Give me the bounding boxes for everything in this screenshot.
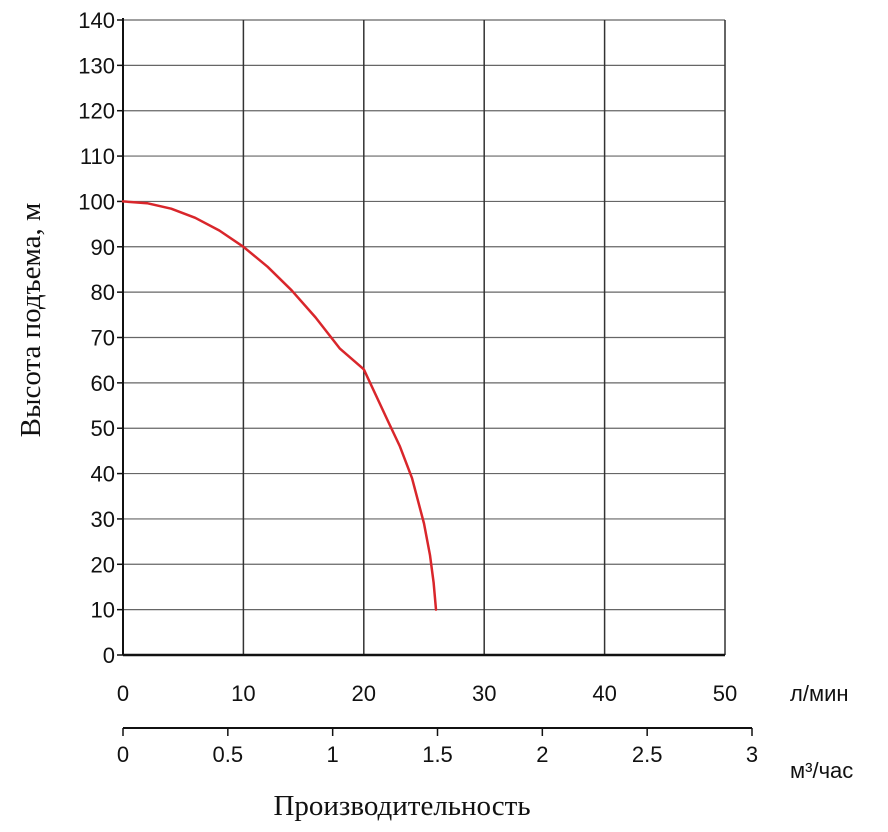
y-tick-label: 80 — [91, 280, 115, 305]
series-point — [290, 289, 293, 292]
series-point — [387, 420, 389, 422]
x-tick-labels: 0 10 20 30 40 50 — [117, 681, 737, 706]
series-point — [194, 216, 197, 219]
series-point — [399, 445, 401, 448]
secondary-tick-label: 2.5 — [632, 742, 663, 767]
y-tick-label: 10 — [91, 598, 115, 623]
y-tick-label: 30 — [91, 507, 115, 532]
grid-lines — [122, 19, 726, 656]
y-tick-label: 110 — [80, 144, 115, 169]
y-tick-label: 60 — [91, 371, 115, 396]
y-tick-label: 40 — [91, 462, 115, 487]
y-tick-label: 140 — [78, 8, 115, 33]
y-tick-label: 70 — [91, 326, 115, 351]
x-tick-label: 20 — [352, 681, 376, 706]
x-tick-label: 50 — [713, 681, 737, 706]
secondary-tick-label: 3 — [746, 742, 758, 767]
secondary-tick-label: 1.5 — [422, 742, 453, 767]
y-axis-title: Высота подъема, м — [15, 203, 47, 438]
y-tick-label: 120 — [78, 99, 115, 124]
y-tick-label: 90 — [91, 235, 115, 260]
y-tick-labels: 0 10 20 30 40 50 60 70 80 90 100 110 120 130 140 — [78, 8, 115, 668]
series-point — [218, 229, 221, 232]
series-point — [432, 581, 435, 584]
x-tick-label: 40 — [592, 681, 616, 706]
y-tick-label: 0 — [103, 643, 115, 668]
series-point — [266, 265, 269, 268]
secondary-tick-label: 0.5 — [213, 742, 244, 767]
series-point — [429, 554, 431, 557]
secondary-tick-label: 0 — [117, 742, 129, 767]
series-point — [170, 207, 172, 210]
series-point — [423, 522, 425, 525]
series-point — [435, 608, 437, 611]
y-tick-label: 50 — [91, 416, 115, 441]
series-point — [363, 368, 365, 371]
x-axis-title: Производительность — [273, 790, 530, 822]
series-point — [122, 200, 124, 203]
secondary-x-axis — [122, 727, 753, 736]
secondary-x-tick-labels: 0 0.5 1 1.5 2 2.5 3 — [117, 742, 758, 767]
series-point — [314, 316, 317, 319]
plot-area — [117, 18, 725, 657]
series-point — [242, 245, 245, 248]
series-point — [411, 477, 413, 479]
series-line — [121, 200, 438, 611]
secondary-tick-label: 1 — [327, 742, 339, 767]
x-unit-primary: л/мин — [790, 681, 849, 706]
y-tick-label: 20 — [91, 552, 115, 577]
x-tick-label: 30 — [472, 681, 496, 706]
x-tick-label: 0 — [117, 681, 129, 706]
secondary-tick-label: 2 — [536, 742, 548, 767]
series-point — [338, 347, 341, 350]
x-tick-label: 10 — [231, 681, 255, 706]
series-layer — [121, 200, 438, 611]
y-tick-label: 130 — [78, 53, 115, 78]
series-point — [146, 202, 148, 205]
y-tick-label: 100 — [78, 189, 115, 214]
x-unit-secondary: м³/час — [790, 758, 853, 783]
